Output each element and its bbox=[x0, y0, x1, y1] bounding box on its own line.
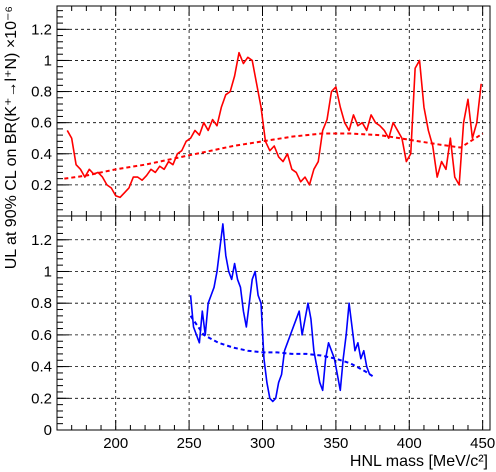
bottom-panel: 0 0.2 0.4 0.6 0.8 1 1.2 200 250 300 350 400 450 bbox=[31, 215, 495, 452]
top-ticks bbox=[57, 6, 484, 217]
bottom-xtick-labels: 200 250 300 350 400 450 bbox=[103, 435, 495, 452]
y-axis-title: UL at 90% CL on BR(K⁺→l⁺N) ×10⁻⁶ bbox=[3, 6, 20, 269]
bottom-ytick-label: 1.2 bbox=[31, 232, 52, 249]
bottom-series bbox=[189, 223, 374, 403]
bottom-ytick-label: 0.2 bbox=[31, 390, 52, 407]
bottom-ytick-label: 1 bbox=[44, 263, 52, 280]
bottom-xtick-label: 300 bbox=[250, 435, 275, 452]
bottom-ytick-labels: 0 0.2 0.4 0.6 0.8 1 1.2 bbox=[31, 232, 52, 439]
bottom-xtick-label: 450 bbox=[470, 435, 495, 452]
bottom-panel-frame bbox=[56, 215, 491, 431]
top-grid bbox=[57, 6, 490, 216]
bottom-series-dashed-line bbox=[189, 315, 374, 377]
bottom-ytick-label: 0.6 bbox=[31, 327, 52, 344]
top-ytick-label: 1 bbox=[44, 52, 52, 69]
top-ytick-label: 0.6 bbox=[31, 115, 52, 132]
top-ytick-label: 0.4 bbox=[31, 146, 52, 163]
bottom-ytick-label: 0.8 bbox=[31, 295, 52, 312]
bottom-grid bbox=[57, 216, 490, 430]
top-series-solid-line bbox=[66, 51, 482, 199]
bottom-ytick-label: 0.4 bbox=[31, 359, 52, 376]
bottom-xtick-label: 400 bbox=[397, 435, 422, 452]
top-series-dashed-line bbox=[64, 132, 484, 180]
top-ytick-label: 0.8 bbox=[31, 84, 52, 101]
top-ytick-label: 0.2 bbox=[31, 177, 52, 194]
bottom-xtick-label: 250 bbox=[177, 435, 202, 452]
top-ytick-label: 1.2 bbox=[31, 21, 52, 38]
bottom-xtick-label: 200 bbox=[103, 435, 128, 452]
x-axis-title: HNL mass [MeV/c²] bbox=[350, 453, 488, 470]
bottom-series-solid-line bbox=[189, 223, 371, 403]
top-panel: 0.2 0.4 0.6 0.8 1 1.2 bbox=[31, 5, 491, 217]
bottom-ytick-label: 0 bbox=[44, 422, 52, 439]
bottom-ticks bbox=[57, 216, 484, 431]
top-ytick-labels: 0.2 0.4 0.6 0.8 1 1.2 bbox=[31, 21, 52, 194]
bottom-xtick-label: 350 bbox=[323, 435, 348, 452]
top-series bbox=[64, 51, 484, 199]
